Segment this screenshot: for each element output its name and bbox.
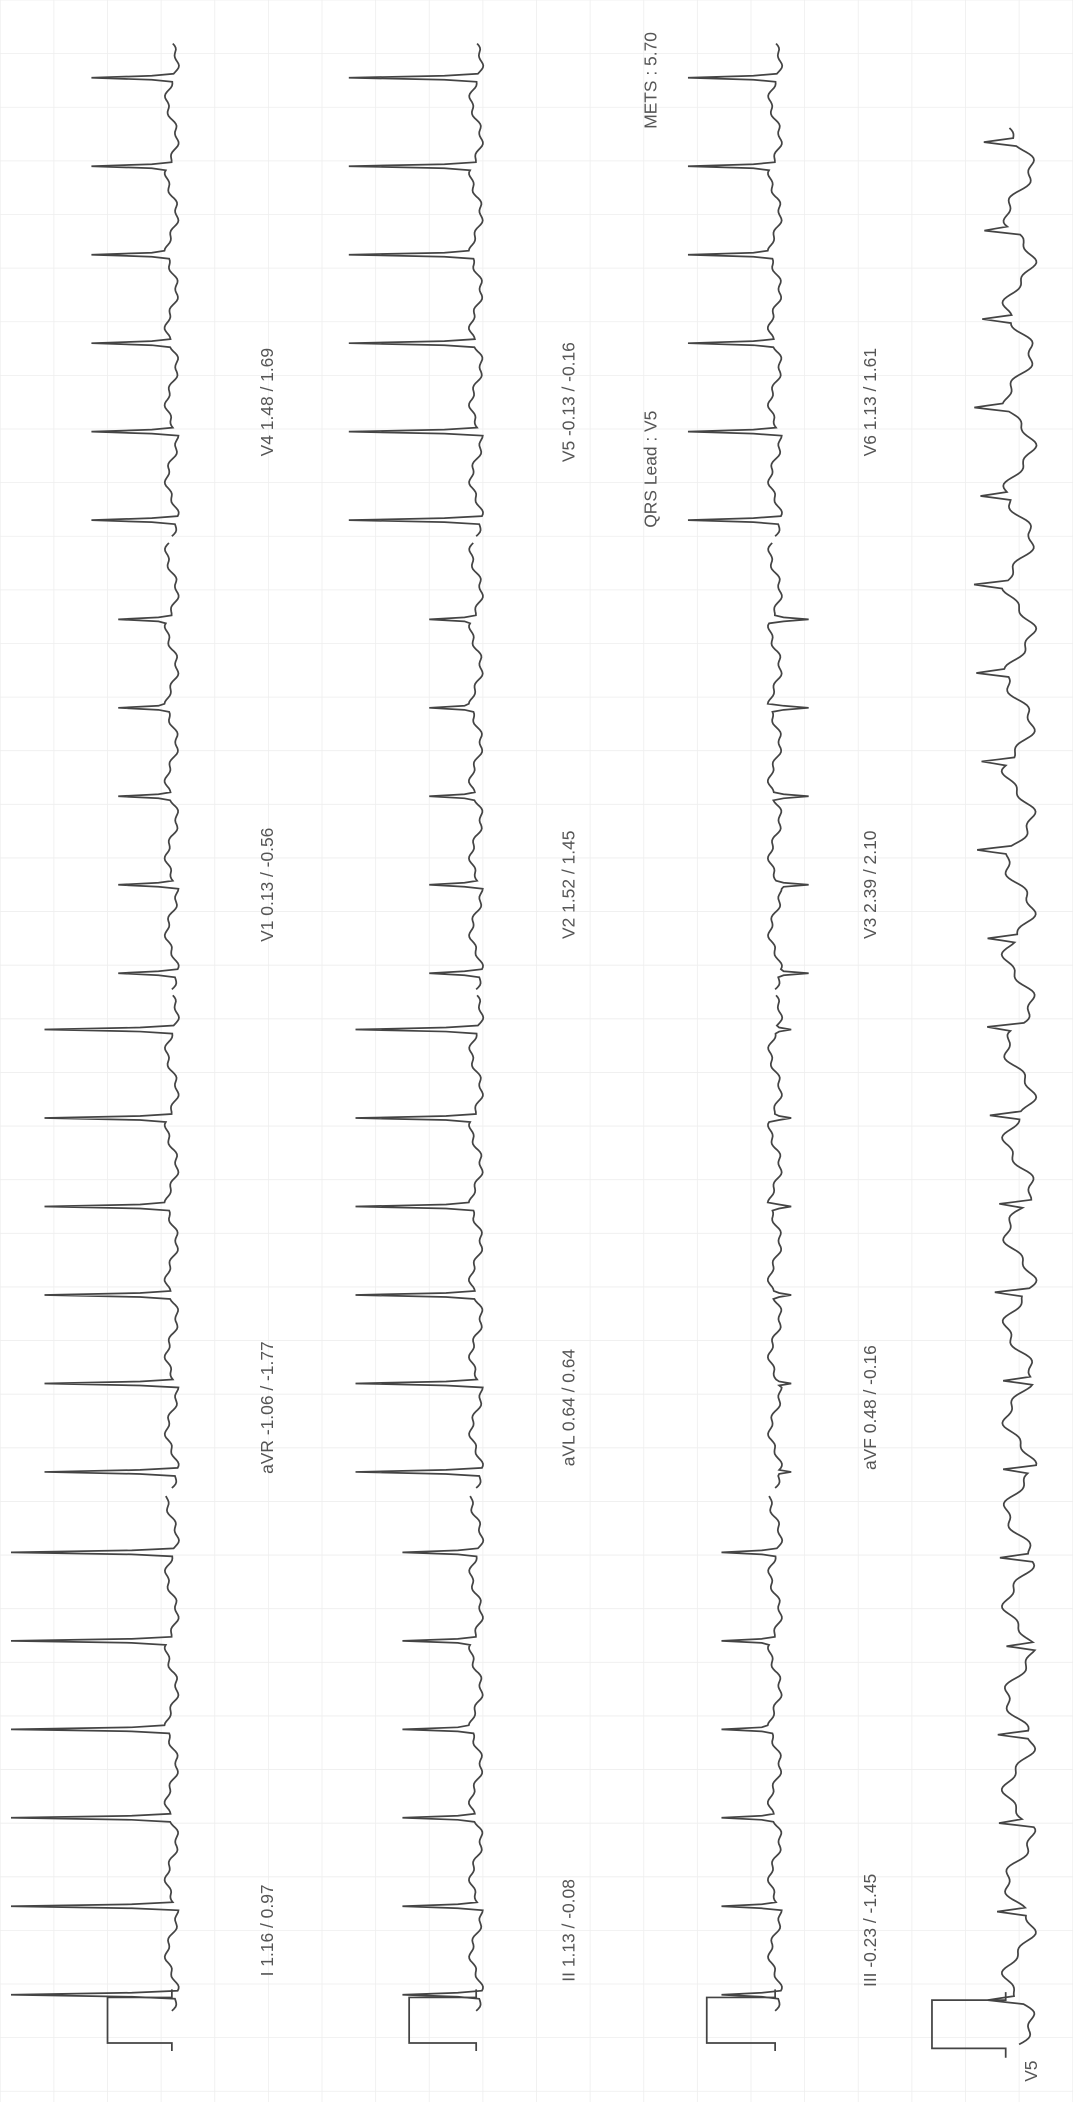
lead-trace: [348, 42, 485, 537]
lead-trace: [355, 994, 485, 1489]
lead-label: aVR -1.06 / -1.77: [257, 1341, 277, 1474]
header-qrs-lead: QRS Lead : V5: [640, 411, 660, 528]
lead-trace: [687, 42, 784, 537]
lead-label: V4 1.48 / 1.69: [257, 348, 277, 456]
lead-trace: [10, 1495, 180, 2012]
calibration-pulse: [408, 1989, 478, 2052]
lead-trace: [402, 1495, 485, 2012]
lead-trace: [429, 542, 484, 990]
lead-trace: [766, 542, 809, 990]
rhythm-label: V5: [1021, 2061, 1041, 2082]
lead-trace: [766, 994, 792, 1489]
lead-label: V2 1.52 / 1.45: [559, 831, 579, 939]
lead-trace: [721, 1495, 784, 2012]
lead-label: V3 2.39 / 2.10: [860, 831, 880, 939]
lead-trace: [44, 994, 180, 1489]
calibration-pulse: [106, 1989, 173, 2052]
lead-label: aVF 0.48 / -0.16: [860, 1345, 880, 1470]
header-mets: METS : 5.70: [640, 32, 660, 129]
lead-label: V1 0.13 / -0.56: [257, 828, 277, 942]
lead-label: aVL 0.64 / 0.64: [559, 1349, 579, 1467]
calibration-pulse: [931, 1992, 1007, 2058]
lead-label: I 1.16 / 0.97: [257, 1884, 277, 1976]
rhythm-trace: [973, 127, 1038, 2046]
lead-label: III -0.23 / -1.45: [860, 1874, 880, 1987]
lead-trace: [91, 42, 180, 537]
lead-label: II 1.13 / -0.08: [559, 1879, 579, 1982]
lead-trace: [118, 542, 180, 990]
calibration-pulse: [705, 1989, 776, 2052]
lead-label: V6 1.13 / 1.61: [860, 348, 880, 456]
lead-label: V5 -0.13 / -0.16: [559, 342, 579, 462]
